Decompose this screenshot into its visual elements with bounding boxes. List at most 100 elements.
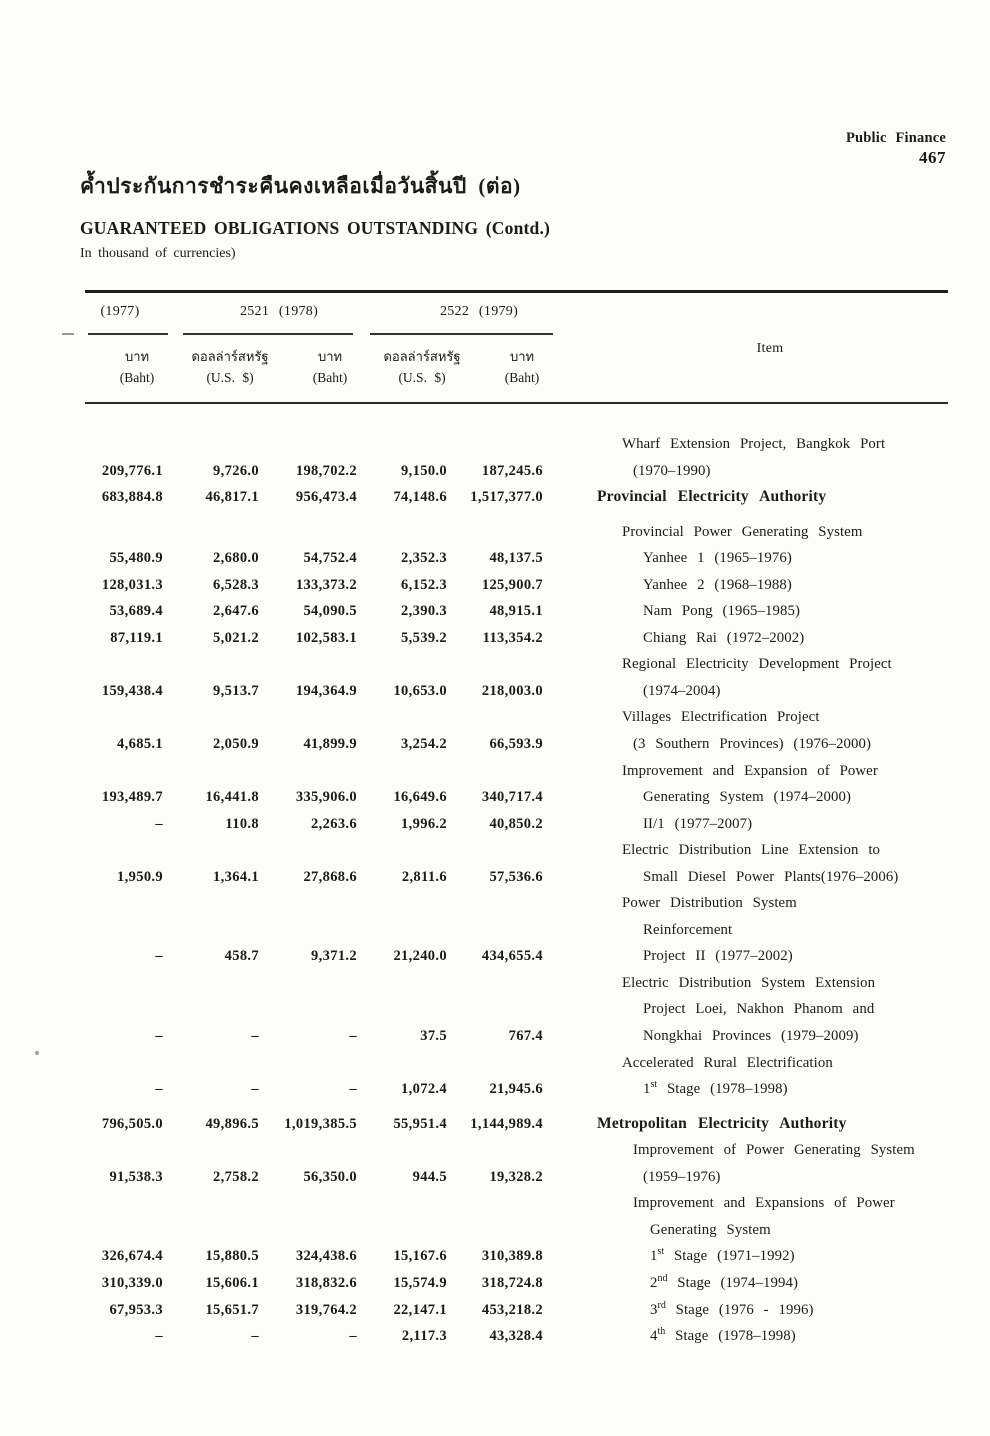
table-row: – 110.8 2,263.6 1,996.2 40,850.2 II/1 (1977–2…: [0, 811, 990, 838]
cell-value: 41,899.9: [303, 736, 357, 753]
cell-value: 193,489.7: [101, 789, 163, 806]
table-row: – – – 2,117.3 43,328.4 4th Stage (1978–1998): [0, 1323, 990, 1350]
cell-value: 187,245.6: [481, 462, 543, 479]
cell-value: 48,915.1: [489, 603, 543, 620]
table-row: Villages Electrification Project: [0, 704, 990, 731]
unit-note: In thousand of currencies): [80, 246, 236, 261]
cell-value: 324,438.6: [295, 1248, 357, 1265]
row-item-authority: Provincial Electricity Authority: [597, 488, 827, 506]
cell-value: 27,868.6: [303, 868, 357, 885]
cell-value: 2,758.2: [213, 1168, 259, 1185]
cell-value: 110.8: [225, 815, 259, 832]
cell-value: 66,593.9: [489, 736, 543, 753]
cell-value: 54,752.4: [303, 550, 357, 567]
row-item-authority: Metropolitan Electricity Authority: [597, 1114, 847, 1132]
row-item-label: Power Distribution System: [622, 895, 797, 912]
cell-value: 458.7: [224, 948, 259, 965]
cell-value: 21,240.0: [393, 948, 447, 965]
cell-value: 796,505.0: [101, 1115, 163, 1132]
table-row: – – – 1,072.4 21,945.6 1st Stage (1978–1998): [0, 1076, 990, 1103]
row-item-label: Accelerated Rural Electrification: [622, 1054, 833, 1071]
row-item-label: Wharf Extension Project, Bangkok Port: [622, 436, 886, 452]
scan-artifact: [62, 333, 74, 335]
cell-value: 91,538.3: [109, 1168, 163, 1185]
table-row: Improvement and Expansion of Power: [0, 758, 990, 785]
row-item-label: (1974–2004): [643, 682, 721, 699]
cell-value: 1,996.2: [401, 815, 447, 832]
cell-value: 55,951.4: [393, 1115, 447, 1132]
row-item-label: Yanhee 2 (1968–1988): [643, 576, 792, 593]
cell-value: 767.4: [508, 1028, 543, 1045]
page-number: 467: [919, 148, 946, 167]
cell-value: 1,950.9: [117, 868, 163, 885]
cell-value: 159,438.4: [101, 682, 163, 699]
cell-value: 21,945.6: [489, 1081, 543, 1098]
row-item-label: 3rd Stage (1976 - 1996): [650, 1299, 814, 1318]
table-row: Accelerated Rural Electrification: [0, 1050, 990, 1077]
table-row: 310,339.0 15,606.1 318,832.6 15,574.9 318,72…: [0, 1270, 990, 1297]
running-head: Public Finance 467: [846, 130, 946, 168]
table-row: Improvement and Expansions of Power: [0, 1190, 990, 1217]
table-row: 55,480.9 2,680.0 54,752.4 2,352.3 48,137.5 Ya…: [0, 545, 990, 572]
column-header: บาท (Baht): [67, 347, 207, 389]
cell-value: 125,900.7: [481, 576, 543, 593]
cell-value: 956,473.4: [295, 489, 357, 506]
row-item-label: Provincial Power Generating System: [622, 523, 863, 540]
cell-value: 2,352.3: [401, 550, 447, 567]
cell-value: 37.5: [420, 1028, 447, 1045]
table-row: Electric Distribution Line Extension to: [0, 837, 990, 864]
column-header-latin: (Baht): [119, 370, 155, 385]
cell-value: 2,680.0: [213, 550, 259, 567]
cell-value: 43,328.4: [489, 1328, 543, 1345]
table-row: 209,776.1 9,726.0 198,702.2 9,150.0 187,245.…: [0, 458, 990, 485]
row-item-label: Nam Pong (1965–1985): [643, 603, 801, 620]
cell-value: 2,390.3: [401, 603, 447, 620]
table-row: Electric Distribution System Extension: [0, 970, 990, 997]
row-item-label: 2nd Stage (1974–1994): [650, 1273, 799, 1291]
row-item-label: Electric Distribution System Extension: [622, 974, 876, 991]
column-header-latin: (U.S. $): [206, 370, 254, 385]
cell-value: 55,480.9: [109, 550, 163, 567]
cell-value: 74,148.6: [393, 489, 447, 506]
cell-value: 2,811.6: [401, 868, 447, 885]
cell-value: 335,906.0: [295, 789, 357, 806]
cell-value: 2,050.9: [213, 736, 259, 753]
row-item-label: Regional Electricity Development Project: [622, 656, 892, 673]
cell-value: 3,254.2: [401, 736, 447, 753]
cell-value: 15,606.1: [205, 1274, 259, 1291]
table-row: 53,689.4 2,647.6 54,090.5 2,390.3 48,915.1 Na…: [0, 598, 990, 625]
cell-value: 4,685.1: [117, 736, 163, 753]
cell-value: –: [251, 1028, 259, 1045]
table-row: 326,674.4 15,880.5 324,438.6 15,167.6 310,38…: [0, 1243, 990, 1270]
cell-value: 57,536.6: [489, 868, 543, 885]
cell-value: 6,528.3: [213, 576, 259, 593]
cell-value: 54,090.5: [303, 603, 357, 620]
row-item-label: Reinforcement: [643, 921, 733, 938]
year-group-underline: [88, 333, 168, 335]
title-thai: ค้ำประกันการชำระคืนคงเหลือเมื่อวันสิ้นปี…: [80, 174, 521, 198]
table-row: – 458.7 9,371.2 21,240.0 434,655.4 Project II…: [0, 943, 990, 970]
table-row: 193,489.7 16,441.8 335,906.0 16,649.6 340,71…: [0, 784, 990, 811]
cell-value: –: [155, 1328, 163, 1345]
section-label: Public Finance: [845, 130, 946, 146]
year-group-1977: (1977): [100, 304, 140, 319]
row-item-label: Villages Electrification Project: [622, 709, 820, 726]
row-item-label: (1970–1990): [633, 462, 711, 479]
cell-value: 683,884.8: [101, 489, 163, 506]
column-header: บาท (Baht): [260, 347, 400, 389]
cell-value: 15,574.9: [393, 1274, 447, 1291]
table-row: 159,438.4 9,513.7 194,364.9 10,653.0 218,003…: [0, 678, 990, 705]
cell-value: 6,152.3: [401, 576, 447, 593]
year-group-underline: [370, 333, 553, 335]
cell-value: 2,263.6: [311, 815, 357, 832]
year-group-2521-1978: 2521 (1978): [239, 304, 319, 319]
cell-value: 1,019,385.5: [284, 1115, 357, 1132]
cell-value: 2,117.3: [401, 1328, 447, 1345]
row-item-label: Electric Distribution Line Extension to: [622, 842, 881, 859]
row-item-label: (1959–1976): [643, 1168, 721, 1185]
row-item-label: Small Diesel Power Plants(1976–2006): [643, 868, 899, 885]
cell-value: 310,339.0: [101, 1274, 163, 1291]
column-header-latin: (Baht): [504, 370, 540, 385]
cell-value: 340,717.4: [481, 789, 543, 806]
column-header-thai: บาท: [509, 349, 535, 364]
